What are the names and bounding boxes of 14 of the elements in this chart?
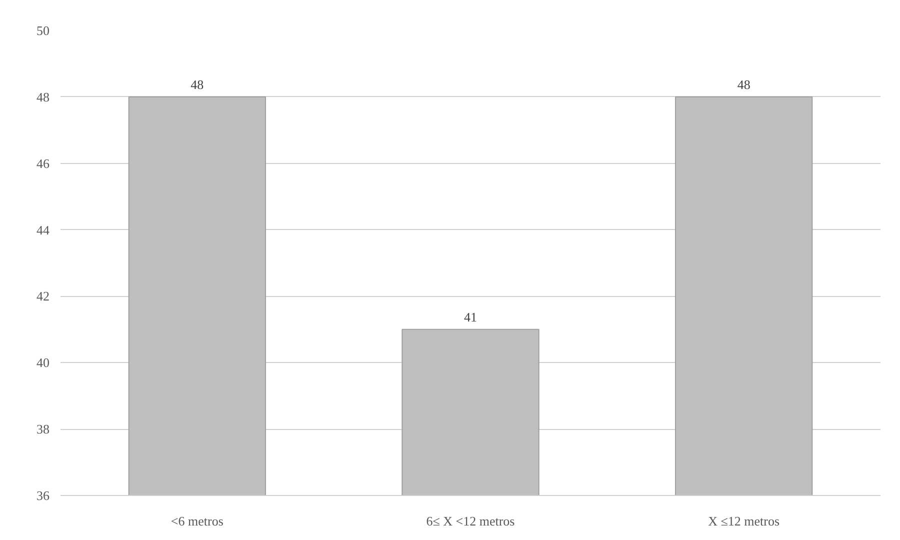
y-tick-label: 36 (36, 488, 50, 503)
y-tick-label: 46 (36, 156, 50, 171)
y-tick-label: 40 (36, 355, 50, 370)
y-tick-label: 42 (36, 288, 50, 304)
data-label: 48 (737, 76, 750, 92)
x-tick-label: X ≤12 metros (708, 514, 780, 528)
y-tick-label: 48 (36, 89, 50, 104)
x-tick-label: <6 metros (170, 514, 224, 528)
x-tick-label: 6≤ X <12 metros (426, 514, 515, 528)
y-tick-label: 38 (36, 422, 50, 437)
data-label: 48 (190, 76, 204, 92)
data-label: 41 (464, 309, 477, 324)
y-tick-label: 44 (36, 222, 50, 238)
y-tick-label: 50 (36, 23, 50, 38)
